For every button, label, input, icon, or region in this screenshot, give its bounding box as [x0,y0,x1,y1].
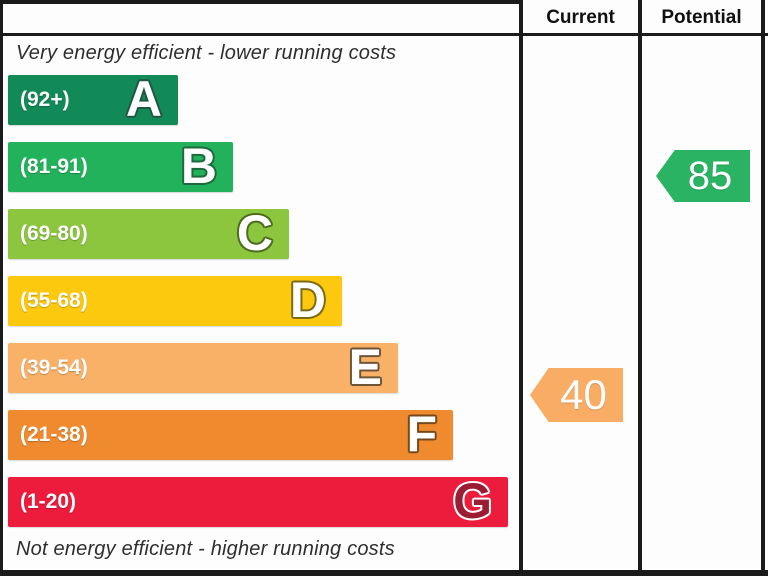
grid-line-left [0,0,3,573]
grid-line-header-divider [0,33,768,36]
potential-rating-value: 85 [687,154,733,198]
grid-line-bottom [0,570,768,576]
band-f-letter: F [406,406,437,462]
band-c-letter: C [236,205,273,261]
band-g-range-label: (1-20) [20,490,77,513]
band-e-letter: E [348,339,382,395]
band-a-range-label: (92+) [20,88,70,111]
band-e-range-label: (39-54) [20,356,88,379]
current-rating-value: 40 [560,371,607,418]
band-d-letter: D [289,272,326,328]
band-g: (1-20) G [8,473,508,529]
band-a: (92+) A [8,71,178,127]
grid-line-top [0,0,522,4]
potential-column-header: Potential [661,7,742,28]
band-b-letter: B [180,138,217,194]
grid-line-right [761,0,765,573]
band-f: (21-38) F [8,406,453,462]
current-rating-arrow: 40 [530,368,623,422]
potential-rating-arrow: 85 [656,150,750,202]
grid-line-current-column [519,0,523,573]
band-d: (55-68) D [8,272,342,328]
band-d-range-label: (55-68) [20,289,88,312]
caption-very-efficient: Very energy efficient - lower running co… [16,42,397,64]
caption-not-efficient: Not energy efficient - higher running co… [16,538,395,560]
grid-line-potential-column [638,0,642,573]
band-e: (39-54) E [8,339,398,395]
band-f-range-label: (21-38) [20,423,88,446]
band-b-range-label: (81-91) [20,155,88,178]
band-c: (69-80) C [8,205,289,261]
band-a-letter: A [125,71,162,127]
current-column-header: Current [546,7,615,28]
band-c-range-label: (69-80) [20,222,88,245]
band-b: (81-91) B [8,138,233,194]
band-g-letter: G [453,473,492,529]
